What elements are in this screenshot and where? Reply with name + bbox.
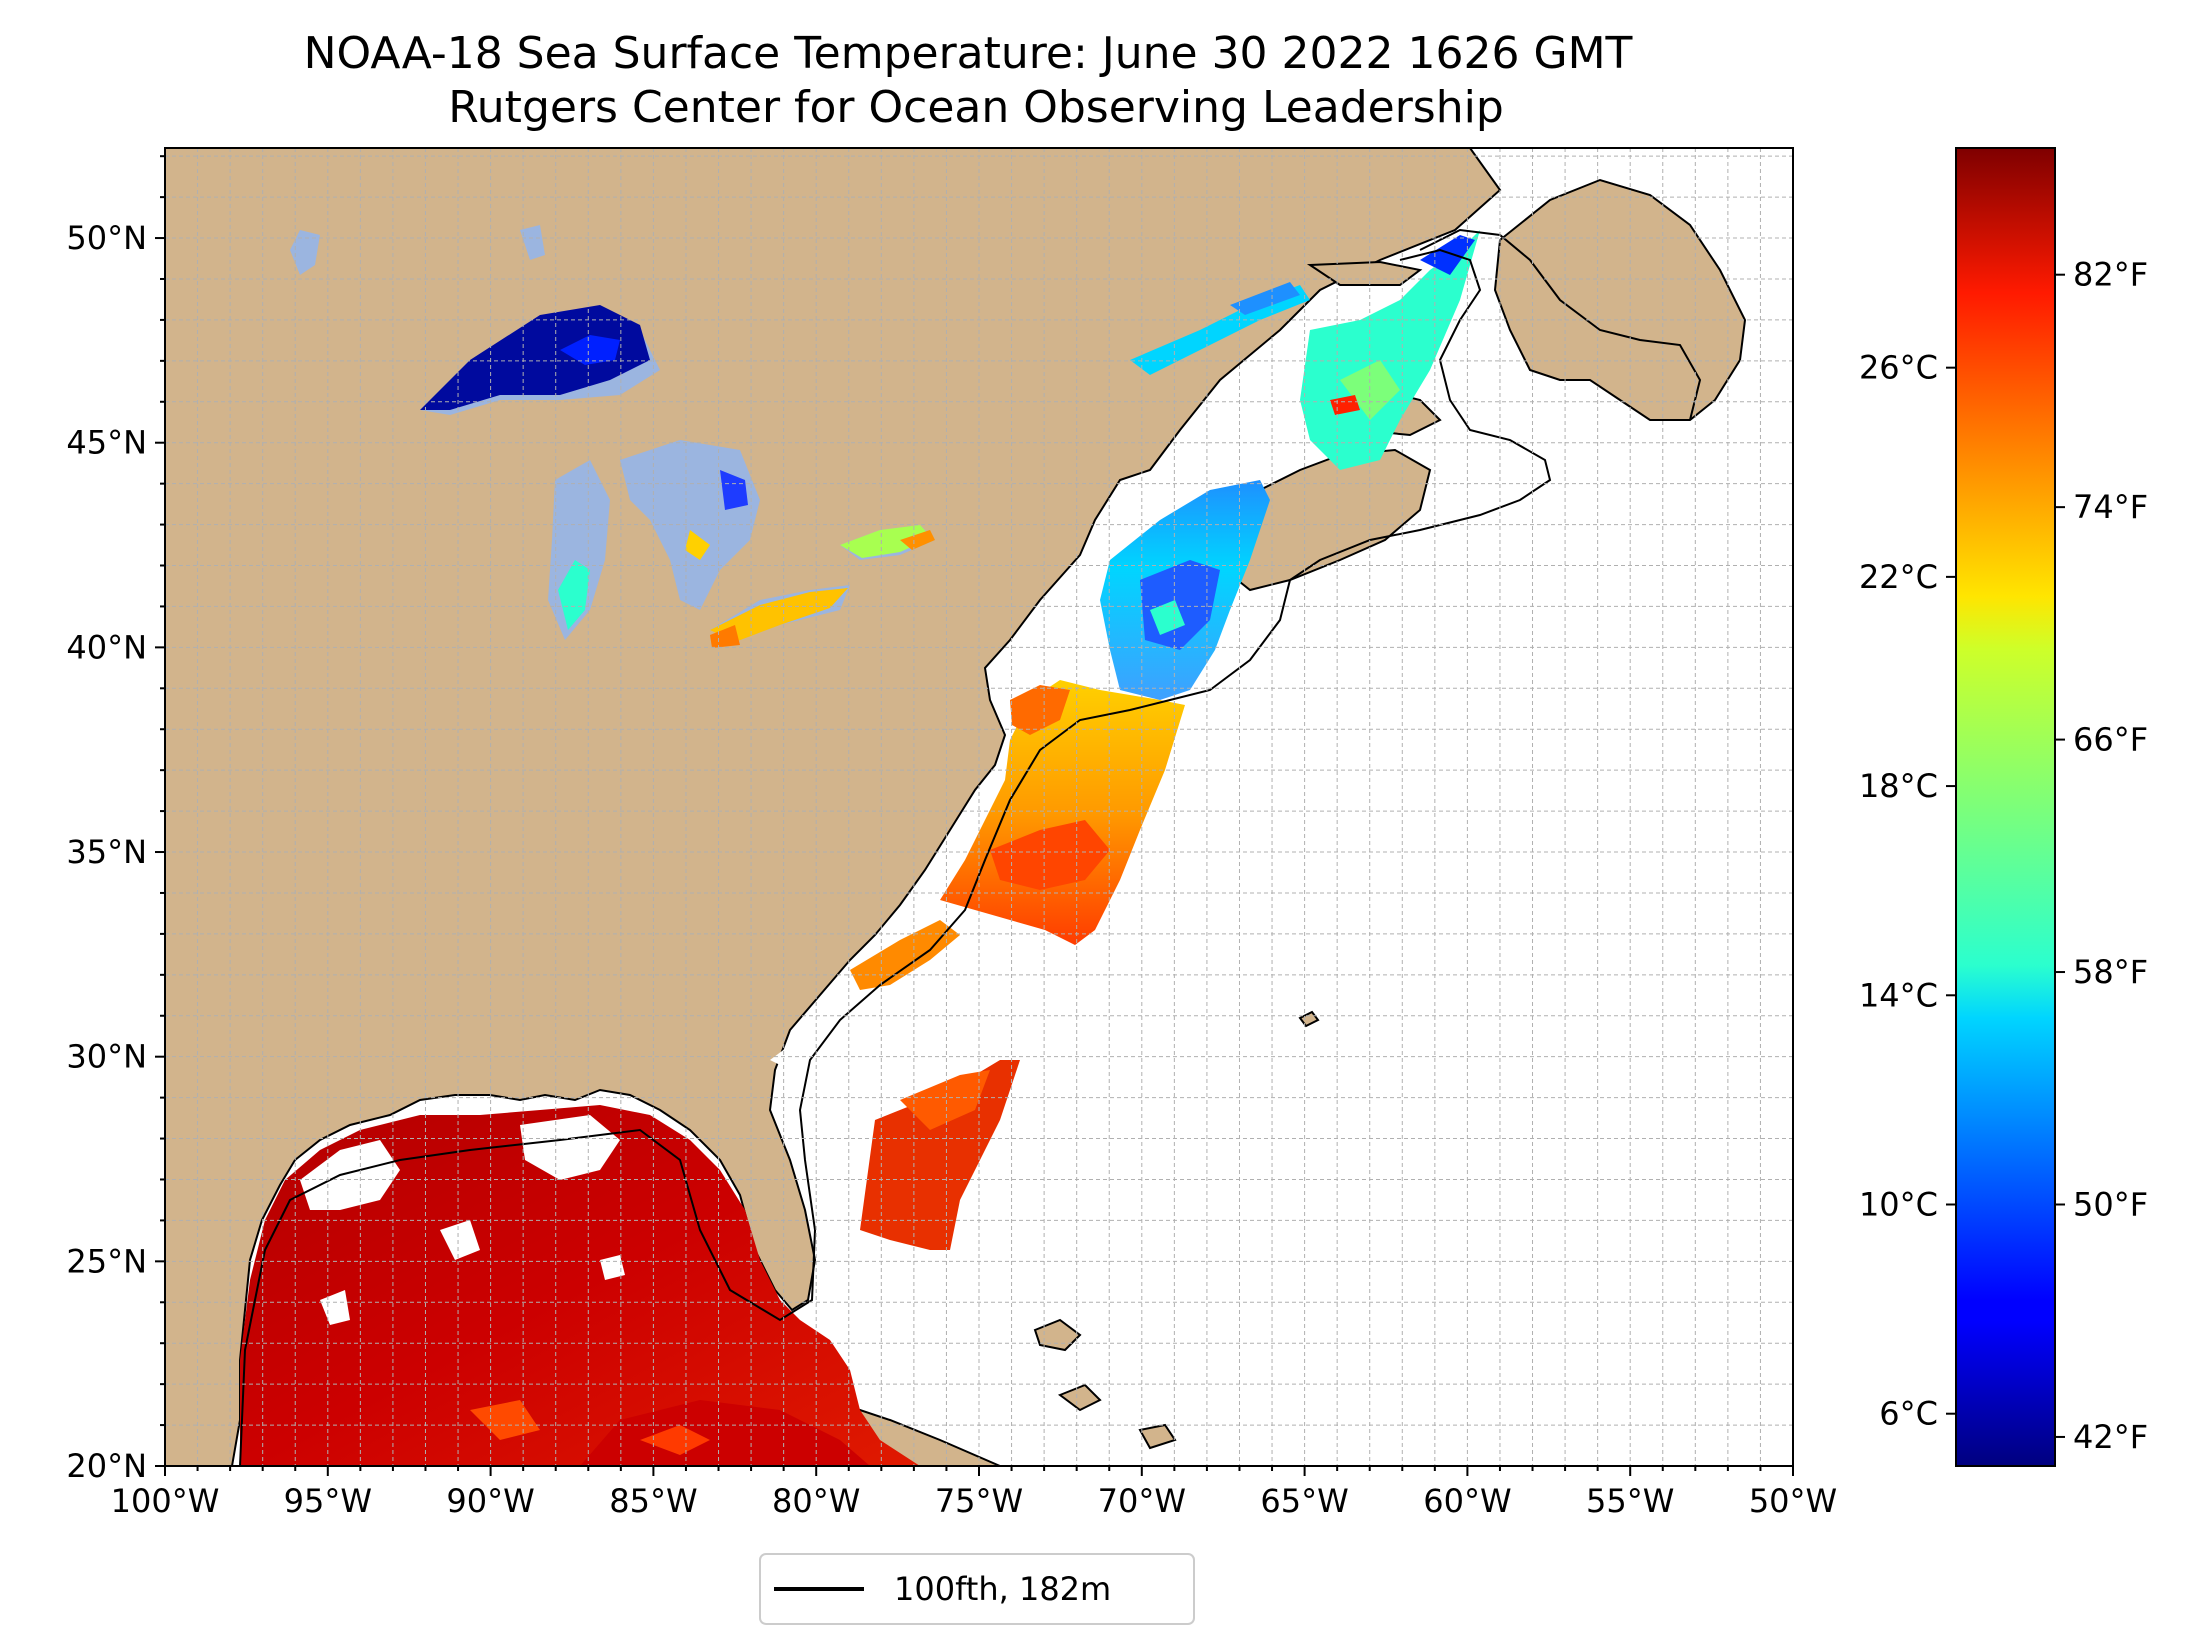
longitude-axis: 100°W 95°W 90°W 85°W 80°W 75°W 70°W 65°W 60°W 55°… <box>111 1466 1837 1520</box>
lon-tick-label: 80°W <box>772 1482 860 1520</box>
celsius-tick-label: 6°C <box>1879 1395 1938 1433</box>
celsius-tick-label: 22°C <box>1859 558 1938 596</box>
legend: 100fth, 182m <box>759 1553 1195 1625</box>
gridlines <box>165 148 1793 1466</box>
colorbar-celsius-axis: 6°C 10°C 14°C 18°C 22°C 26°C <box>1859 349 1956 1433</box>
lon-tick-label: 70°W <box>1098 1482 1186 1520</box>
fahrenheit-tick-label: 82°F <box>2073 256 2148 294</box>
lat-tick-label: 20°N <box>66 1447 147 1485</box>
lat-tick-label: 30°N <box>66 1038 147 1076</box>
map-area <box>165 148 1793 1466</box>
celsius-tick-label: 14°C <box>1859 976 1938 1014</box>
celsius-tick-label: 18°C <box>1859 767 1938 805</box>
lon-tick-label: 55°W <box>1586 1482 1674 1520</box>
lon-tick-label: 75°W <box>935 1482 1023 1520</box>
colorbar-gradient <box>1955 147 2056 1467</box>
lat-tick-label: 35°N <box>66 833 147 871</box>
lon-tick-label: 95°W <box>284 1482 372 1520</box>
legend-label: 100fth, 182m <box>894 1570 1111 1608</box>
lon-tick-label: 50°W <box>1749 1482 1837 1520</box>
fahrenheit-tick-label: 42°F <box>2073 1418 2148 1456</box>
colorbar-fahrenheit-axis: 42°F 50°F 58°F 66°F 74°F 82°F <box>2055 256 2148 1456</box>
celsius-tick-label: 10°C <box>1859 1185 1938 1223</box>
map-title: NOAA-18 Sea Surface Temperature: June 30… <box>304 28 1633 79</box>
fahrenheit-tick-label: 58°F <box>2073 953 2148 991</box>
lat-tick-label: 25°N <box>66 1242 147 1280</box>
fahrenheit-tick-label: 66°F <box>2073 721 2148 759</box>
celsius-tick-label: 26°C <box>1859 349 1938 387</box>
isobath-100fth <box>239 228 1702 1466</box>
lon-tick-label: 65°W <box>1260 1482 1348 1520</box>
lat-tick-label: 45°N <box>66 424 147 462</box>
colorbar: 6°C 10°C 14°C 18°C 22°C 26°C 42°F 50°F 58°F 66°F… <box>1859 147 2148 1467</box>
sst-data <box>240 230 1480 1466</box>
lon-tick-label: 100°W <box>111 1482 220 1520</box>
lon-tick-label: 60°W <box>1423 1482 1511 1520</box>
lat-tick-label: 40°N <box>66 628 147 666</box>
fahrenheit-tick-label: 74°F <box>2073 488 2148 526</box>
lon-tick-label: 90°W <box>446 1482 534 1520</box>
map-subtitle: Rutgers Center for Ocean Observing Leade… <box>448 82 1504 133</box>
fahrenheit-tick-label: 50°F <box>2073 1185 2148 1223</box>
lon-tick-label: 85°W <box>609 1482 697 1520</box>
lat-tick-label: 50°N <box>66 219 147 257</box>
latitude-axis: 20°N 25°N 30°N 35°N 40°N 45°N 50°N <box>66 155 165 1485</box>
